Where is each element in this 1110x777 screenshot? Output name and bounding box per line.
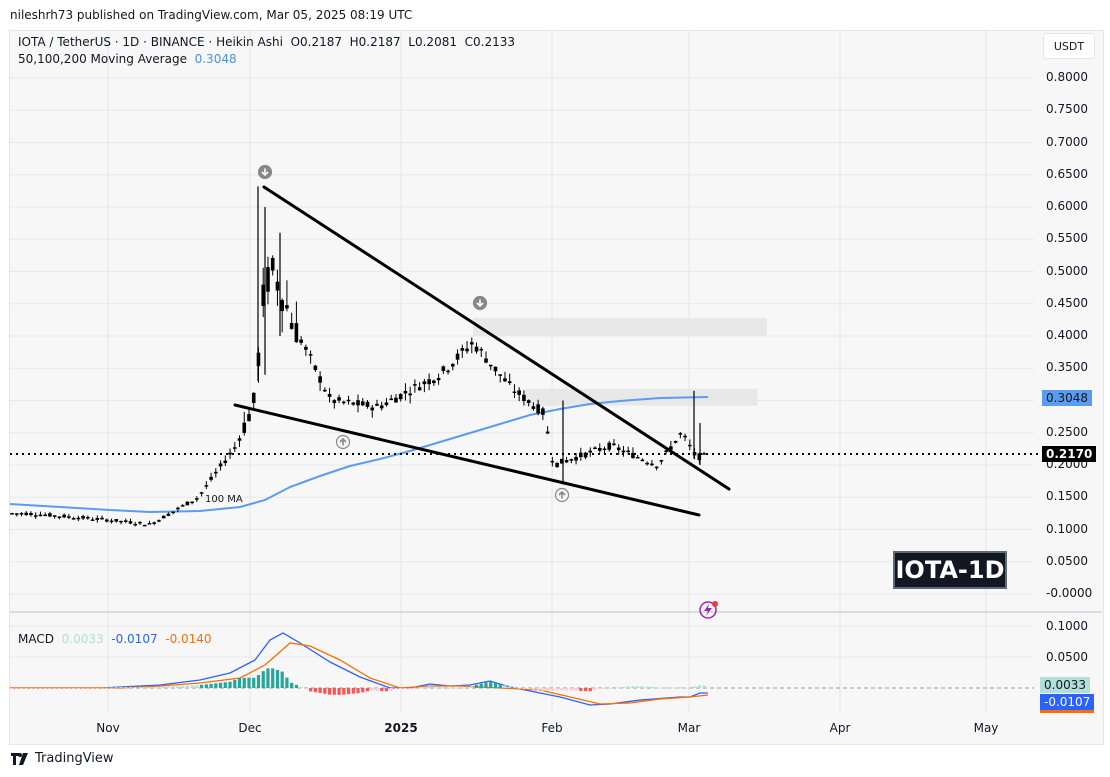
macd-line-badge: -0.0107 [1040, 694, 1095, 713]
arrow-up-icon [335, 434, 351, 450]
trendline-lower [233, 403, 701, 517]
price-tick-6: 0.5000 [1046, 263, 1088, 278]
last-price-badge: 0.2170 [1042, 446, 1097, 462]
macd-tick-0: 0.1000 [1046, 619, 1088, 633]
price-tick-12: 0.1500 [1046, 489, 1088, 504]
time-label-may: May [973, 721, 999, 735]
ma-legend-label: 50,100,200 Moving Average [18, 52, 187, 66]
grid [10, 31, 1102, 712]
price-tick-4: 0.6000 [1046, 199, 1088, 213]
price-tick-3: 0.6500 [1046, 166, 1088, 181]
ohlc-open: O0.2187 [290, 35, 342, 49]
markers [257, 164, 718, 619]
flash-icon [699, 601, 718, 619]
macd-pane [10, 632, 709, 706]
ma-legend-value: 0.3048 [194, 52, 237, 66]
symbol-line: IOTA / TetherUS · 1D · BINANCE · Heikin … [18, 35, 283, 49]
arrow-down-icon [257, 164, 273, 180]
ohlc-low: L0.2081 [408, 35, 457, 49]
price-tick-1: 0.7500 [1046, 102, 1088, 117]
time-label-2025: 2025 [384, 721, 418, 735]
arrow-up-icon [554, 487, 570, 503]
watermark-label: IOTA-1D [893, 551, 1007, 589]
ohlc-high: H0.2187 [349, 35, 401, 49]
price-tick-8: 0.4000 [1046, 328, 1088, 342]
price-tick-10: 0.2500 [1046, 424, 1088, 439]
price-tick-14: 0.0500 [1046, 553, 1088, 568]
resistance-zones [472, 317, 767, 406]
tradingview-logo-text: TradingView [35, 751, 114, 766]
trendlines[interactable] [233, 185, 731, 517]
time-label-feb: Feb [541, 721, 563, 735]
macd-label: MACD [18, 632, 54, 646]
macd-hist-value: 0.0033 [61, 632, 104, 646]
ohlc-close: C0.2133 [464, 35, 515, 49]
ma-annotation: 100 MA [205, 494, 243, 505]
macd-legend: MACD 0.0033 -0.0107 -0.0140 [18, 632, 212, 646]
arrow-down-icon [472, 295, 488, 311]
price-tick-13: 0.1000 [1046, 521, 1088, 536]
price-tick-9: 0.3500 [1046, 360, 1088, 375]
price-tick-15: -0.0000 [1046, 586, 1093, 600]
time-label-mar: Mar [677, 721, 701, 735]
macd-signal-value: -0.0140 [165, 632, 212, 646]
price-tick-5: 0.5500 [1046, 231, 1088, 246]
macd-line-value: -0.0107 [111, 632, 158, 646]
tradingview-logo[interactable]: TradingView [11, 751, 114, 766]
macd-hist-badge: 0.0033 [1040, 677, 1090, 693]
publisher-line: nileshrh73 published on TradingView.com,… [10, 8, 413, 22]
time-label-dec: Dec [238, 721, 262, 735]
moving-average-line [9, 396, 709, 514]
ma-price-badge: 0.3048 [1042, 390, 1092, 406]
trendline-upper [262, 185, 731, 491]
price-tick-7: 0.4500 [1046, 295, 1088, 310]
candles [10, 186, 706, 527]
currency-button[interactable]: USDT [1043, 33, 1095, 59]
price-tick-0: 0.8000 [1046, 70, 1088, 84]
macd-tick-1: 0.0500 [1046, 650, 1088, 664]
time-label-nov: Nov [96, 721, 120, 735]
time-label-apr: Apr [829, 721, 851, 735]
price-tick-2: 0.7000 [1046, 134, 1088, 149]
chart-legend: IOTA / TetherUS · 1D · BINANCE · Heikin … [18, 34, 515, 68]
tradingview-logo-icon [11, 752, 28, 765]
